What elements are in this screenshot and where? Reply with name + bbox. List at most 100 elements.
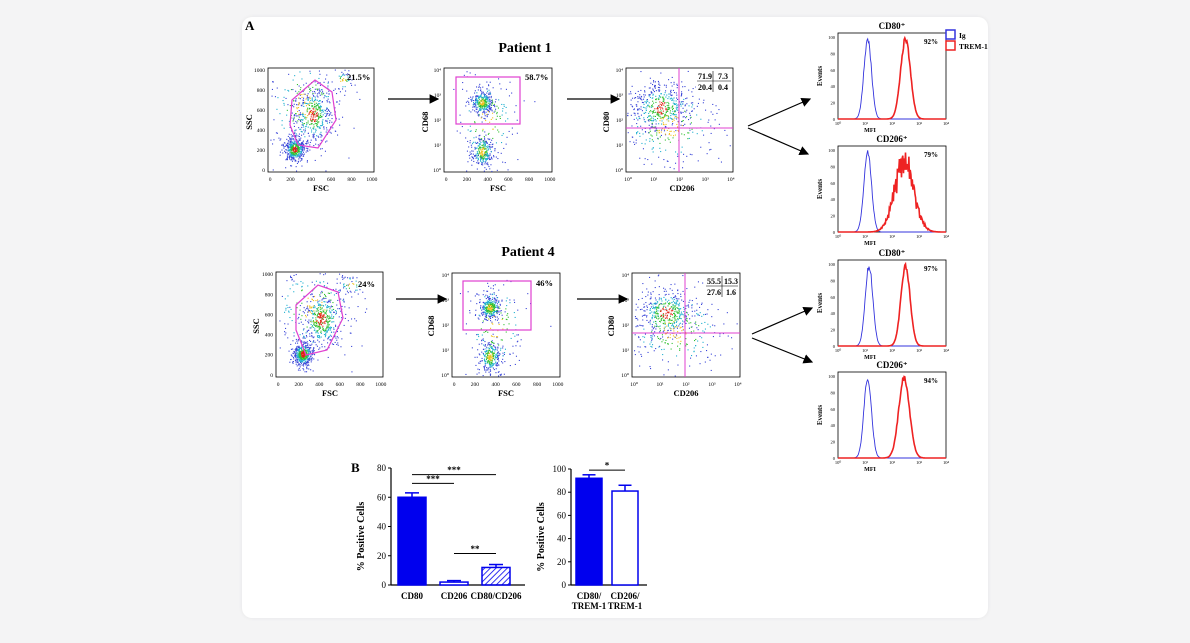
bar-category-label: CD206 — [441, 591, 468, 601]
histogram-xtick-label: 10¹ — [862, 460, 869, 465]
histogram-ytick-label: 40 — [831, 311, 836, 316]
p1-arrow-3 — [747, 97, 812, 127]
p1-cd80-ytick-label: 10³ — [616, 93, 624, 99]
histogram-title: CD206⁺ — [876, 134, 907, 144]
p4-cd206-xtick-label: 10⁰ — [630, 381, 639, 388]
p1-cd80-ytick-label: 10⁰ — [615, 167, 624, 174]
histogram-pct: 94% — [924, 377, 938, 385]
panel-label-b: B — [351, 460, 360, 475]
p1-quad-upper-right: 7.3 — [718, 72, 728, 81]
histogram-panels: CD80⁺ 92% MFI Events 0 20 40 60 80 100 10⁰ 10¹ 10² 10… — [816, 21, 949, 473]
histogram-xtick-label: 10² — [889, 460, 896, 465]
p4-ssc-gate-pct: 24% — [358, 279, 375, 289]
bar-ylabel: % Positive Cells — [356, 502, 367, 572]
significance-label: *** — [447, 465, 461, 475]
p4-cd80-ytick-label: 10⁴ — [622, 273, 630, 279]
p4-ssc-xtick-label: 400 — [315, 382, 324, 388]
p4-ssc-ytick-label: 1000 — [262, 272, 273, 278]
bar-ytick-label: 80 — [377, 463, 387, 473]
legend-ig-swatch — [945, 29, 956, 40]
p1-cd68-ytick-label: 10⁰ — [433, 167, 442, 174]
p1-cd206-xtick-label: 10⁴ — [727, 177, 735, 183]
p4-ssc-xtick-label: 0 — [277, 382, 280, 388]
p4-ssc-xtick-label: 800 — [356, 382, 365, 388]
p4-cd68-xtick-label: 400 — [492, 382, 501, 388]
histogram-xtick-label: 10² — [889, 121, 896, 126]
histogram-xtick-label: 10³ — [916, 460, 923, 465]
p4-cd68-gate — [462, 280, 532, 331]
p1-cd68-ytick-label: 10¹ — [434, 143, 442, 149]
histogram-ytick-label: 100 — [828, 262, 836, 267]
histogram-frame — [837, 145, 947, 233]
scatter-quad — [627, 70, 731, 170]
p1-ssc-xticks: 0 200 400 600 800 1000 — [269, 177, 378, 183]
bar-category-label: CD206/ — [611, 591, 640, 601]
p1-ssc-gate-pct: 21.5% — [347, 72, 370, 82]
histogram-frame — [837, 371, 947, 459]
histogram-ytick-label: 20 — [831, 214, 836, 219]
histogram-xtick-label: 10⁴ — [943, 460, 950, 465]
p4-cd206-xtick-label: 10² — [682, 382, 690, 388]
p1-cd68-xticks: 0 200 400 600 800 1000 — [445, 177, 556, 183]
p4-ssc-ylabel: SSC — [251, 318, 261, 334]
histogram-trem-curve — [838, 261, 946, 347]
histogram-ytick-label: 40 — [831, 423, 836, 428]
p1-cd68-xtick-label: 1000 — [544, 177, 555, 183]
patient-4-title: Patient 4 — [501, 245, 554, 260]
bar-3 — [481, 566, 511, 586]
significance-label: * — [605, 461, 610, 471]
bar-1 — [397, 496, 427, 586]
p1-cd68-gate-pct: 58.7% — [525, 72, 548, 82]
histogram-xlabel: MFI — [864, 241, 876, 247]
scatter-fscssc — [270, 69, 361, 172]
bar-2 — [611, 490, 639, 586]
p4-ssc-gate — [295, 284, 344, 356]
histogram-2: CD206⁺ 79% MFI Events 0 20 40 60 80 100 10⁰ 10¹ 10² 1… — [816, 134, 949, 247]
panel-label-a: A — [245, 18, 255, 33]
histogram-ylabel: Events — [816, 293, 824, 314]
p4-cd206-xtick-label: 10³ — [708, 382, 716, 388]
histogram-ytick-label: 100 — [828, 35, 836, 40]
histogram-ytick-label: 100 — [828, 148, 836, 153]
histogram-ytick-label: 40 — [831, 84, 836, 89]
histogram-ytick-label: 20 — [831, 101, 836, 106]
p1-ssc-xtick-label: 400 — [307, 177, 316, 183]
p4-cd80-ytick-label: 10² — [622, 323, 630, 329]
histogram-xtick-label: 10¹ — [862, 348, 869, 353]
p1-fsc-ssc-plot: 21.5% FSC SSC 0 200 400 600 800 1000 0 200 400 6… — [244, 67, 378, 193]
histogram-frame — [837, 259, 947, 347]
p1-ssc-ytick-label: 400 — [257, 128, 266, 134]
p4-cd206-xticks: 10⁰ 10¹ 10² 10³ 10⁴ — [630, 381, 741, 388]
p1-cd80-yticks: 10⁰ 10¹ 10² 10³ 10⁴ — [615, 68, 624, 174]
histogram-ytick-label: 0 — [833, 117, 836, 122]
histogram-trem-curve — [838, 152, 946, 233]
p4-cd68-ytick-label: 10² — [442, 323, 450, 329]
histogram-xtick-label: 10⁴ — [943, 234, 950, 239]
bar-ytick-label: 20 — [377, 551, 387, 561]
histogram-ytick-label: 0 — [833, 344, 836, 349]
p4-cd206-xtick-label: 10¹ — [657, 382, 665, 388]
histogram-xtick-label: 10⁰ — [835, 348, 842, 353]
histogram-ytick-label: 60 — [831, 407, 836, 412]
p4-cd68-ytick-label: 10¹ — [442, 348, 450, 354]
bar-chart-percent-positive: 0 20 40 60 80 % Positive Cells CD80 CD206 CD80/C… — [356, 463, 525, 601]
p1-cd68-ytick-label: 10³ — [434, 93, 442, 99]
p1-arrow-4 — [747, 127, 810, 156]
histogram-xtick-label: 10⁰ — [835, 460, 842, 465]
histogram-pct: 97% — [924, 265, 938, 273]
histogram-trem-curve — [838, 375, 946, 459]
p4-cd68-xtick-label: 1000 — [552, 382, 563, 388]
p1-ssc-ytick-label: 800 — [257, 88, 266, 94]
p4-cd68-xtick-label: 0 — [453, 382, 456, 388]
p1-cd80-ytick-label: 10¹ — [616, 143, 624, 149]
p4-ssc-ytick-label: 600 — [265, 312, 274, 318]
bar-category-label: CD80/ — [577, 591, 602, 601]
p4-cd80-ytick-label: 10¹ — [622, 348, 630, 354]
histogram-xtick-label: 10⁰ — [835, 121, 842, 126]
p4-ssc-xlabel: FSC — [322, 388, 338, 398]
histogram-pct: 79% — [924, 151, 938, 159]
p1-cd68-ytick-label: 10² — [434, 118, 442, 124]
